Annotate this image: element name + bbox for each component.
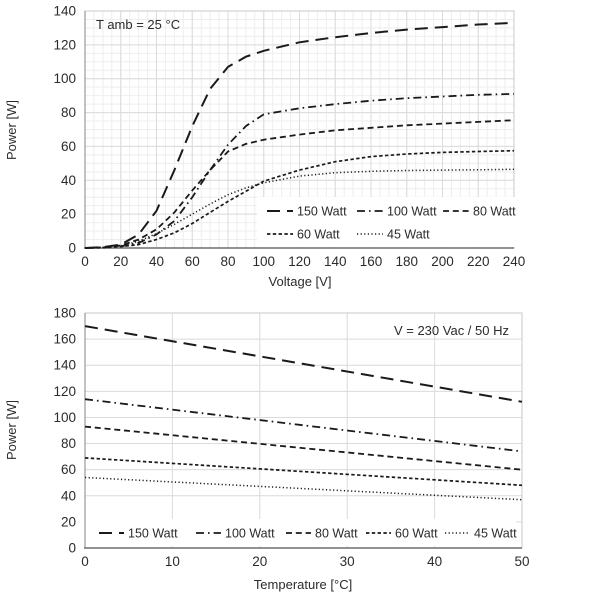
- x-tick-label: 180: [395, 254, 418, 269]
- x-tick-label: 220: [467, 254, 490, 269]
- y-tick-label: 80: [61, 105, 76, 120]
- x-tick-label: 0: [81, 554, 89, 569]
- x-tick-label: 40: [149, 254, 164, 269]
- y-tick-label: 120: [53, 384, 76, 399]
- series-line-100-watt: [84, 398, 523, 453]
- power-vs-temperature-svg: 0 10 20 30 40 50 0 20 40 60 80 100 120 140 160 180 Tempe…: [4, 306, 530, 593]
- y-tick-label: 40: [61, 173, 76, 188]
- power-vs-temperature-chart: 0 10 20 30 40 50 0 20 40 60 80 100 120 140 160 180 Tempe…: [0, 300, 600, 600]
- x-tick-label: 50: [514, 554, 529, 569]
- x-tick-label: 120: [288, 254, 311, 269]
- series-line-80-watt: [84, 425, 523, 471]
- series-line-60-watt: [84, 457, 523, 487]
- annotation-text: V = 230 Vac / 50 Hz: [394, 323, 509, 338]
- x-tick-label: 60: [185, 254, 200, 269]
- y-tick-label: 60: [61, 462, 76, 477]
- x-tick-label: 80: [220, 254, 235, 269]
- y-tick-label: 160: [53, 332, 76, 347]
- y-tick-label: 120: [53, 37, 76, 52]
- y-tick-label: 100: [53, 71, 76, 86]
- y-tick-label: 100: [53, 410, 76, 425]
- legend-label: 45 Watt: [474, 527, 517, 541]
- legend-label: 150 Watt: [297, 205, 347, 219]
- series-line-45-watt: [84, 168, 515, 249]
- legend-label: 100 Watt: [225, 527, 275, 541]
- legend-label: 80 Watt: [473, 205, 516, 219]
- x-tick-label: 100: [252, 254, 275, 269]
- power-vs-voltage-svg: 0 20 40 60 80 100 120 140 160 180 200 220 240 0 20 40 60…: [4, 4, 526, 290]
- legend-label: 60 Watt: [395, 527, 438, 541]
- power-vs-voltage-chart: 0 20 40 60 80 100 120 140 160 180 200 220 240 0 20 40 60…: [4, 4, 526, 290]
- y-axis-label: Power [W]: [4, 100, 19, 160]
- series-line-60-watt: [84, 149, 515, 249]
- y-tick-label: 140: [53, 358, 76, 373]
- legend-label: 150 Watt: [128, 527, 178, 541]
- y-tick-label: 0: [68, 241, 76, 256]
- y-axis-label: Power [W]: [4, 400, 19, 460]
- annotation-text: T amb = 25 °C: [96, 17, 180, 32]
- legend-label: 60 Watt: [297, 228, 340, 242]
- x-tick-label: 200: [431, 254, 454, 269]
- y-tick-label: 80: [61, 436, 76, 451]
- y-tick-label: 20: [61, 514, 76, 529]
- x-tick-label: 30: [340, 554, 355, 569]
- x-tick-label: 240: [503, 254, 526, 269]
- y-tick-label: 180: [53, 306, 76, 321]
- y-tick-label: 0: [68, 541, 76, 556]
- legend-background: [257, 197, 515, 247]
- x-tick-label: 0: [81, 254, 89, 269]
- series-line-150-watt: [84, 325, 523, 403]
- x-tick-label: 10: [165, 554, 180, 569]
- plot-border: [84, 312, 523, 549]
- x-tick-label: 140: [324, 254, 347, 269]
- x-axis-label: Temperature [°C]: [254, 577, 352, 592]
- legend-label: 45 Watt: [387, 228, 430, 242]
- legend-label: 80 Watt: [315, 527, 358, 541]
- x-tick-label: 20: [113, 254, 128, 269]
- series-line-45-watt: [84, 476, 523, 501]
- legend-label: 100 Watt: [387, 205, 437, 219]
- y-tick-label: 60: [61, 139, 76, 154]
- x-tick-label: 20: [252, 554, 267, 569]
- x-tick-label: 160: [360, 254, 383, 269]
- series-line-80-watt: [84, 119, 515, 249]
- y-tick-label: 20: [61, 207, 76, 222]
- y-tick-label: 140: [53, 4, 76, 19]
- x-tick-label: 40: [427, 554, 442, 569]
- y-tick-label: 40: [61, 488, 76, 503]
- x-axis-label: Voltage [V]: [269, 274, 332, 289]
